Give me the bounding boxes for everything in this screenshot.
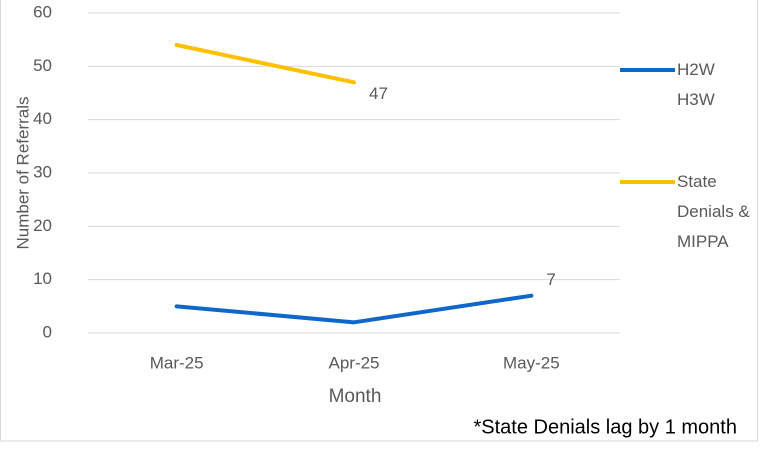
x-axis-title: Month [329,386,382,407]
y-axis-title: Number of Referrals [13,96,32,249]
data-label: 7 [546,270,555,289]
chart-border [0,0,758,442]
y-tick-label: 10 [33,269,52,288]
legend-label: H2W H3W [677,60,715,109]
annotation: *State Denials lag by 1 month [474,416,738,438]
y-tick-label: 0 [43,322,52,341]
data-line [174,293,534,325]
y-tick-label: 50 [33,56,52,75]
data-line [174,43,356,85]
x-tick-label: Mar-25 [150,353,204,372]
x-tick-label: Apr-25 [328,353,379,372]
data-label: 47 [369,84,388,103]
x-tick-label: May-25 [503,353,560,372]
legend-label: State Denials & MIPPA [677,172,750,251]
y-tick-label: 60 [33,2,52,21]
y-tick-label: 20 [33,216,52,235]
y-tick-label: 30 [33,162,52,181]
y-tick-label: 40 [33,109,52,128]
